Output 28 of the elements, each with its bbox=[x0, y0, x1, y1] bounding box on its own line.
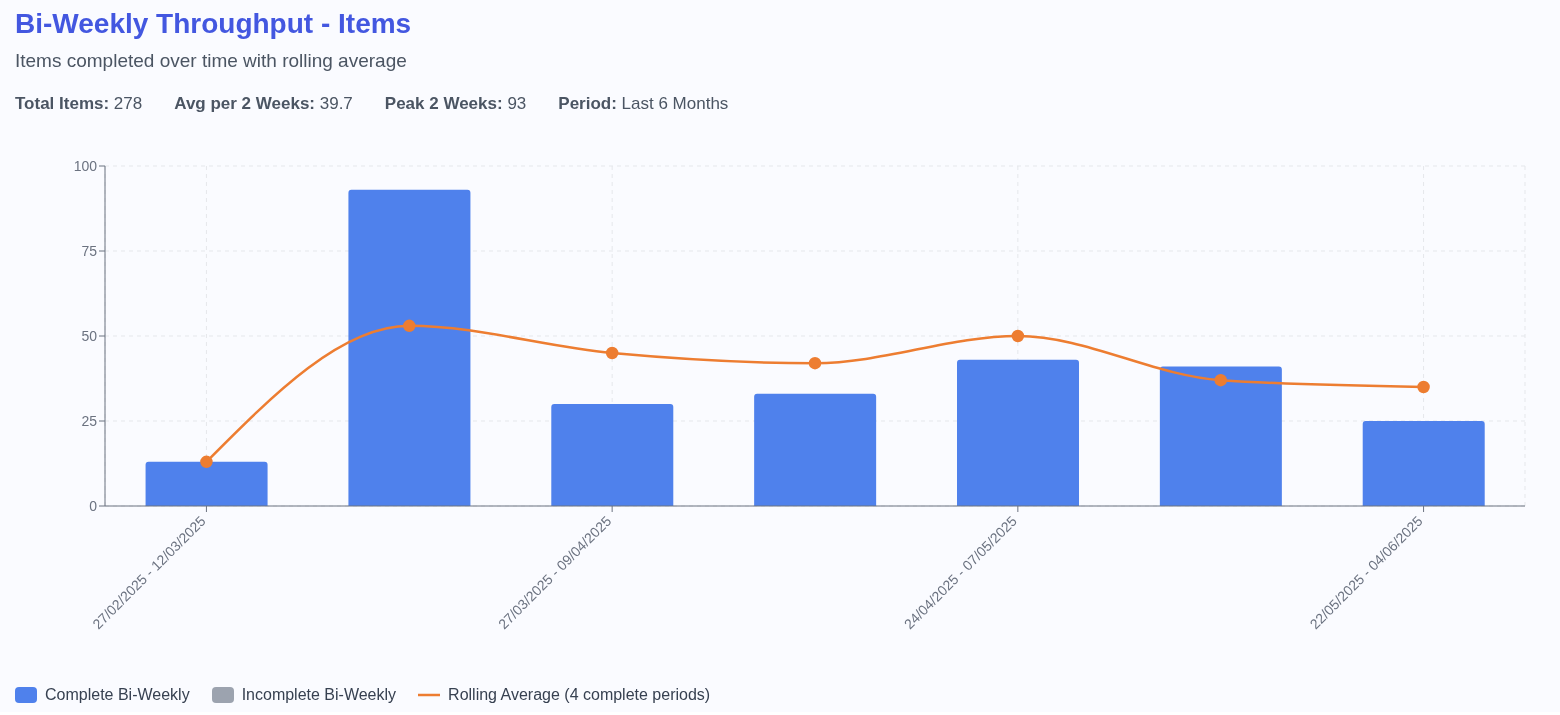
y-tick-label: 50 bbox=[81, 327, 98, 344]
bar bbox=[1362, 421, 1485, 506]
text: Total Items: 278 bbox=[15, 94, 143, 114]
point bbox=[1417, 380, 1430, 394]
point bbox=[808, 356, 822, 370]
bar bbox=[348, 189, 471, 506]
chart-subtitle: Items completed over time with rolling average bbox=[15, 50, 408, 72]
y-tick-label: 25 bbox=[81, 412, 98, 429]
point bbox=[1214, 373, 1227, 387]
bar bbox=[957, 359, 1079, 506]
bar bbox=[754, 393, 877, 506]
chart-title: Bi-Weekly Throughput - Items bbox=[15, 8, 413, 40]
point bbox=[1011, 329, 1025, 343]
y-tick-label: 100 bbox=[73, 157, 98, 174]
legend-label: Incomplete Bi-Weekly bbox=[241, 686, 397, 704]
point bbox=[605, 346, 619, 360]
point bbox=[200, 455, 213, 469]
text: Avg per 2 Weeks: 39.7 bbox=[174, 94, 353, 114]
bar bbox=[145, 461, 268, 506]
bar bbox=[1159, 366, 1282, 506]
bar bbox=[551, 404, 674, 506]
legend-label: Rolling Average (4 complete periods) bbox=[448, 686, 711, 704]
text: Period: Last 6 Months bbox=[558, 94, 729, 114]
text: Peak 2 Weeks: 93 bbox=[384, 94, 527, 114]
point bbox=[403, 319, 416, 333]
y-tick-label: 75 bbox=[81, 242, 98, 259]
y-tick-label: 0 bbox=[89, 497, 98, 514]
legend-label: Complete Bi-Weekly bbox=[45, 686, 190, 704]
